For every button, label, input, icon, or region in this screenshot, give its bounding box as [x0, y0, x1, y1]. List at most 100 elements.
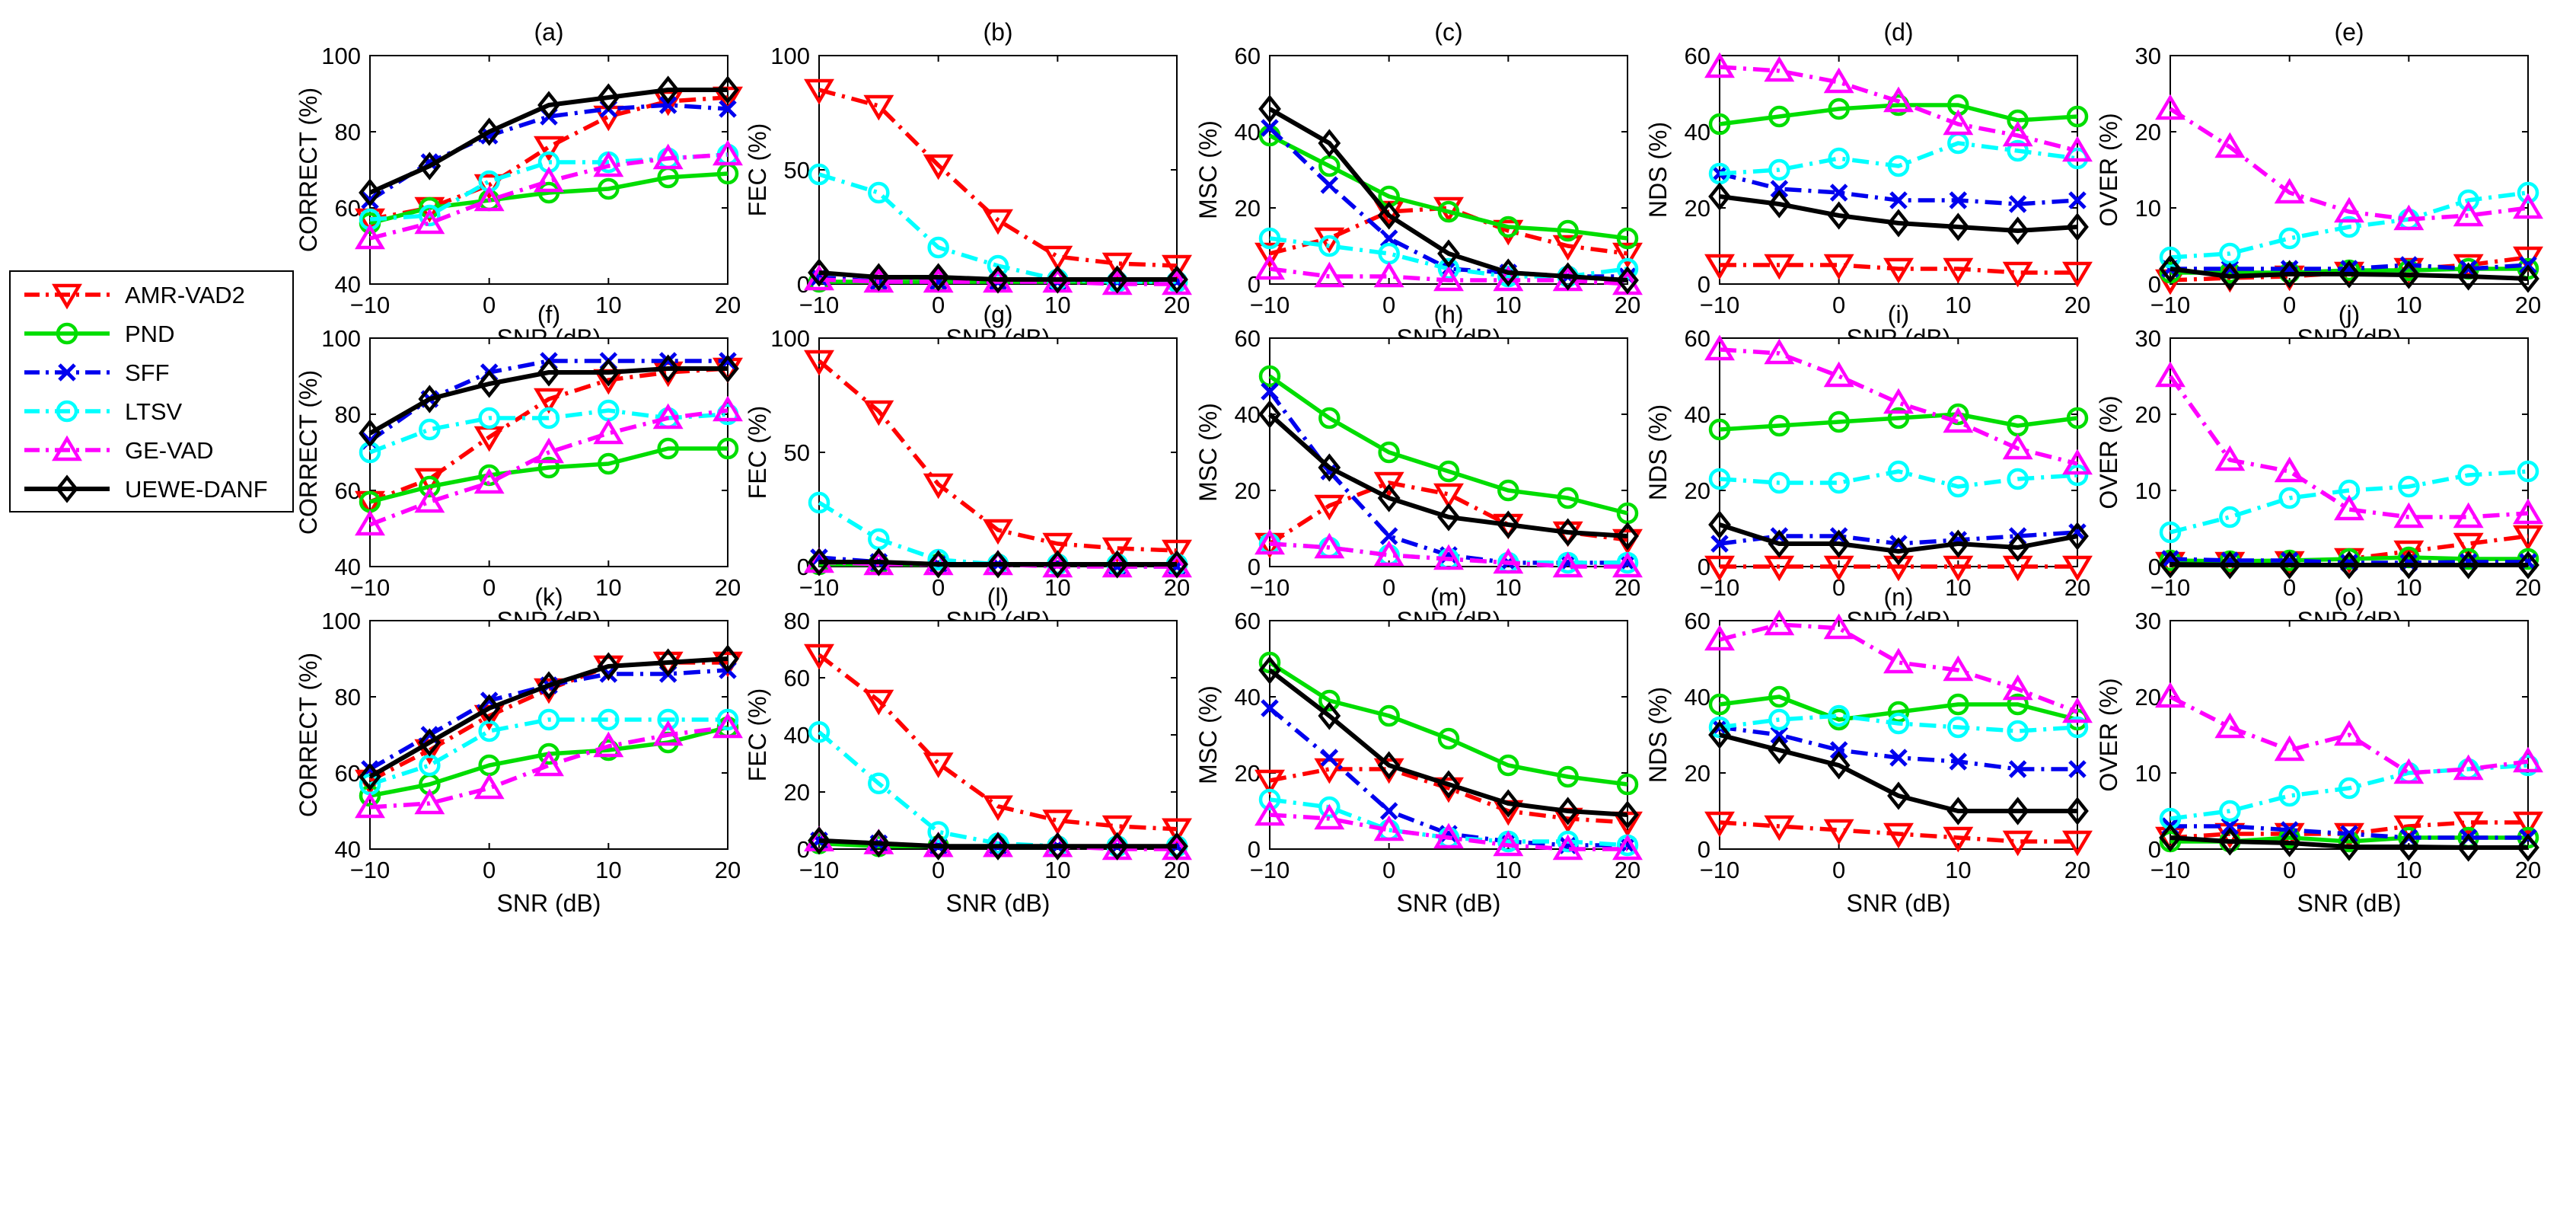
data-point-gevad — [534, 750, 564, 777]
x-tick-label: 0 — [1382, 857, 1395, 883]
data-point-amr — [1255, 769, 1285, 796]
y-tick-label: 20 — [1235, 760, 1261, 787]
data-point-sff — [1320, 176, 1339, 194]
data-point-uewe — [1616, 522, 1639, 551]
data-point-gevad — [1433, 265, 1464, 292]
series-line-amr — [1720, 263, 2077, 275]
data-point-pnd — [2517, 548, 2539, 570]
data-point-uewe — [2218, 551, 2242, 580]
data-point-sff — [2008, 195, 2027, 213]
data-point-sff — [1320, 749, 1339, 767]
data-point-amr — [1704, 555, 1735, 582]
data-point-gevad — [2334, 196, 2364, 223]
data-point-pnd — [1947, 403, 1969, 426]
subplot-title: (m) — [1430, 583, 1467, 611]
data-point-uewe — [1105, 265, 1129, 294]
series-line-amr — [1269, 206, 1628, 256]
data-point-pnd — [1708, 693, 1731, 716]
data-point-ltsv — [1768, 471, 1790, 494]
data-point-gevad — [2155, 94, 2185, 120]
data-point-uewe — [1887, 781, 1910, 810]
x-tick-label: 0 — [1832, 292, 1845, 318]
data-point-amr — [1612, 242, 1643, 269]
data-point-ltsv — [808, 491, 831, 514]
data-point-gevad — [2274, 456, 2305, 483]
data-point-ltsv — [598, 708, 620, 731]
data-point-uewe — [1165, 832, 1188, 861]
data-point-gevad — [652, 143, 684, 170]
data-point-gevad — [2453, 754, 2484, 781]
x-tick-label: 0 — [1382, 292, 1395, 318]
x-tick-label: 10 — [2396, 292, 2421, 318]
y-axis-label: FEC (%) — [744, 406, 771, 500]
data-point-ltsv — [2338, 777, 2361, 800]
plot-area — [804, 643, 1192, 861]
x-tick-label: −10 — [2150, 857, 2191, 883]
legend-entry-uewe: UEWE-DANF — [24, 474, 268, 503]
data-point-ltsv — [1887, 460, 1910, 483]
data-point-ltsv — [2159, 246, 2182, 269]
data-point-uewe — [926, 263, 950, 292]
data-point-amr — [534, 388, 564, 414]
series-line-ltsv — [1719, 469, 2078, 489]
data-point-uewe — [1768, 529, 1791, 558]
data-point-uewe — [1377, 201, 1401, 230]
data-point-uewe — [2397, 551, 2421, 580]
series-line-uewe — [368, 88, 728, 195]
data-point-uewe — [2006, 797, 2029, 825]
legend-label: LTSV — [125, 398, 183, 425]
series-line-gevad — [1719, 65, 2078, 153]
data-point-amr — [1704, 254, 1735, 280]
data-point-pnd — [598, 452, 620, 475]
data-point-uewe — [1497, 510, 1520, 539]
y-axis-label: NDS (%) — [1644, 122, 1672, 218]
data-point-uewe — [2517, 833, 2539, 862]
data-point-gevad — [1255, 254, 1285, 280]
data-point-gevad — [1823, 67, 1854, 94]
data-point-uewe — [926, 550, 950, 579]
y-axis-label: CORRECT (%) — [295, 370, 322, 535]
series-line-gevad — [2169, 107, 2529, 222]
data-point-gevad — [1314, 803, 1345, 830]
series-line-uewe — [1719, 194, 2078, 233]
y-axis-label: CORRECT (%) — [295, 88, 322, 252]
x-tick-label: 20 — [1164, 574, 1190, 601]
subplot-k: (k) −10 0 10 20 40 60 80 100 SNR (dB) CORRECT (%) — [295, 583, 743, 917]
x-tick-label: −10 — [1700, 292, 1740, 318]
data-point-uewe — [2456, 551, 2480, 580]
y-tick-label: 50 — [784, 439, 810, 466]
data-point-gevad — [2002, 433, 2033, 460]
y-tick-label: 0 — [2148, 554, 2161, 580]
series-line-uewe — [818, 838, 1177, 849]
legend-entry-ltsv: LTSV — [24, 398, 183, 425]
data-point-uewe — [2456, 833, 2480, 862]
subplot-title: (g) — [983, 301, 1012, 328]
data-point-amr — [1764, 254, 1795, 280]
data-point-pnd — [2066, 105, 2089, 128]
series-line-amr — [1269, 767, 1628, 825]
data-point-pnd — [1708, 113, 1731, 136]
subplot-g: (g)−1001020050100SNR (dB)FEC (%) — [744, 301, 1192, 634]
y-tick-label: 60 — [335, 195, 361, 222]
x-tick-label: 10 — [1495, 292, 1521, 318]
x-tick-label: −10 — [799, 292, 840, 318]
y-tick-label: 10 — [2135, 195, 2161, 222]
data-point-uewe — [867, 263, 891, 292]
data-point-gevad — [414, 788, 445, 815]
y-tick-label: 40 — [784, 722, 810, 749]
data-point-ltsv — [2066, 716, 2089, 739]
x-tick-label: 0 — [932, 292, 945, 318]
data-point-uewe — [987, 265, 1009, 294]
legend-entry-sff: SFF — [24, 359, 170, 386]
legend-entry-pnd: PND — [24, 321, 174, 347]
data-point-gevad — [414, 487, 445, 513]
series-line-pnd — [1719, 412, 2078, 432]
legend-label: PND — [125, 321, 174, 347]
series-line-pnd — [1268, 374, 1628, 516]
data-point-ltsv — [1947, 475, 1969, 498]
plot-area — [804, 350, 1192, 579]
y-axis-label: NDS (%) — [1644, 404, 1672, 500]
data-point-pnd — [2007, 693, 2029, 716]
